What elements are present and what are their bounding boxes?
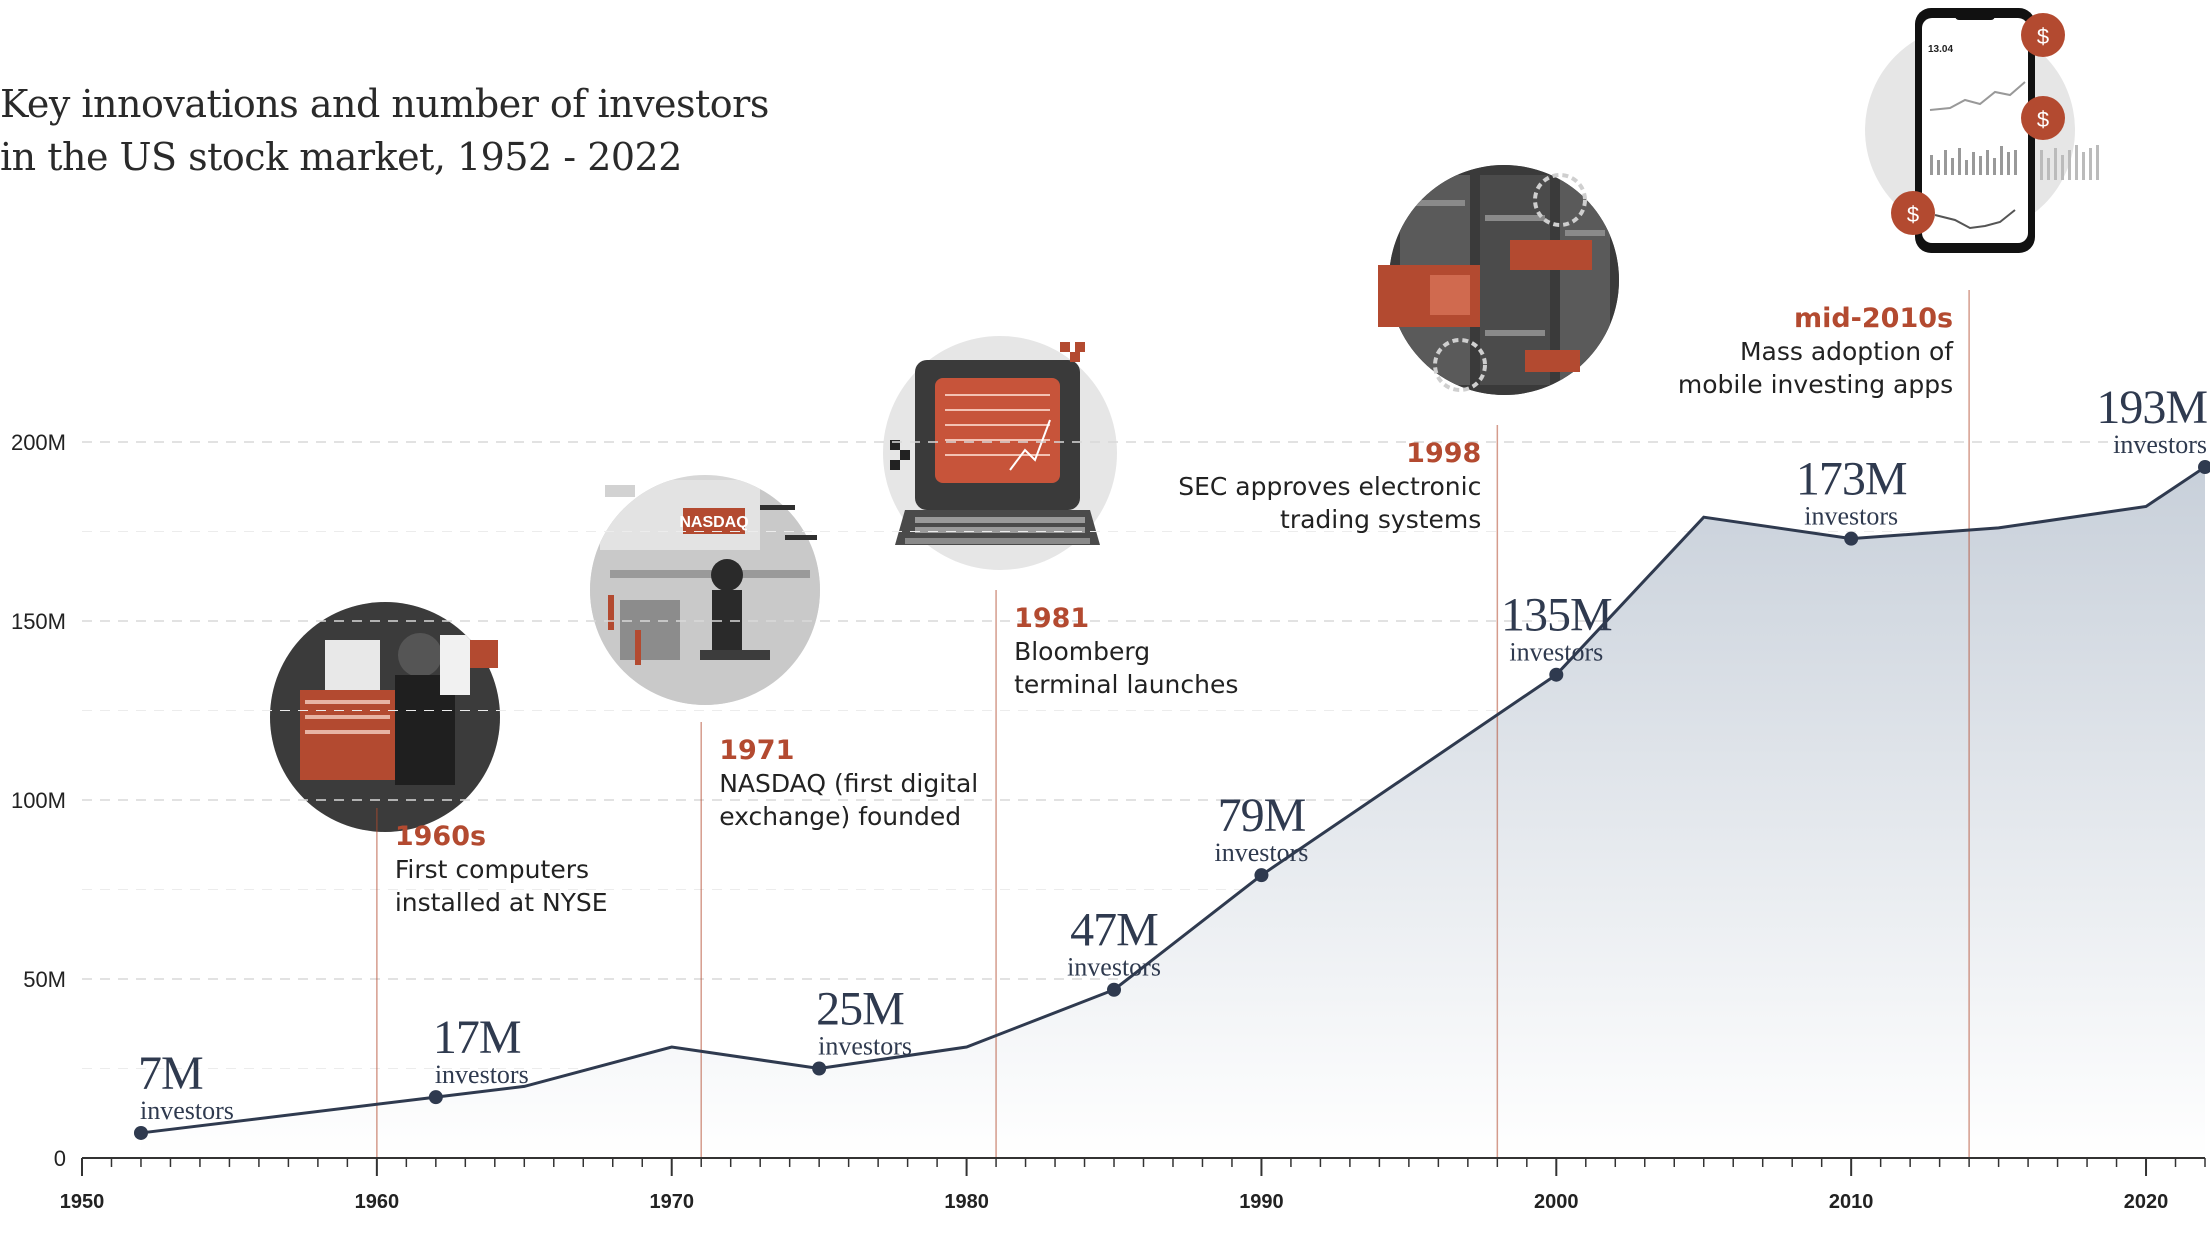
y-tick-label: 0	[54, 1146, 66, 1171]
event-year: 1998	[1406, 438, 1481, 469]
data-point	[1844, 531, 1859, 546]
phone-price-text: 13.04	[1928, 44, 1953, 55]
data-point	[1107, 982, 1122, 997]
illustration-mobile-app: 13.04 $ $ $	[1865, 8, 2099, 253]
x-tick-label: 1950	[60, 1191, 105, 1213]
illustration-server-racks	[1378, 165, 1619, 395]
event-description: installed at NYSE	[395, 888, 608, 917]
point-value-label: 7M	[138, 1047, 203, 1100]
point-sub-label: investors	[1214, 838, 1308, 867]
y-tick-label: 200M	[11, 430, 66, 455]
event-lines	[376, 290, 1970, 1158]
data-point	[1254, 868, 1269, 883]
illustration-bloomberg-terminal	[883, 336, 1117, 570]
data-point	[2198, 460, 2210, 475]
coin-symbol-2: $	[2037, 107, 2049, 132]
point-sub-label: investors	[1067, 953, 1161, 982]
point-value-label: 17M	[433, 1011, 521, 1064]
data-points	[133, 460, 2210, 1140]
chart-title-line-2: in the US stock market, 1952 - 2022	[0, 135, 682, 179]
y-axis-ticks: 0 50M 100M 150M 200M	[11, 430, 66, 1171]
x-tick-label: 1980	[944, 1191, 989, 1213]
x-tick-label: 2020	[2124, 1191, 2169, 1213]
coin-symbol-3: $	[1907, 202, 1919, 227]
area-path	[140, 467, 2206, 1158]
data-point	[812, 1061, 827, 1076]
point-value-label: 25M	[816, 983, 904, 1036]
point-value-label: 47M	[1070, 904, 1158, 957]
series-path	[140, 465, 2206, 1135]
event-description: Bloomberg	[1014, 637, 1150, 666]
point-sub-label: investors	[1804, 502, 1898, 531]
event-description: Mass adoption of	[1740, 337, 1954, 366]
data-point	[428, 1090, 443, 1105]
point-labels: 7Minvestors17Minvestors25Minvestors47Min…	[138, 381, 2208, 1125]
point-value-label: 193M	[2096, 381, 2207, 434]
data-point	[1549, 667, 1564, 682]
y-tick-label: 50M	[23, 967, 66, 992]
chart-title-line-1: Key innovations and number of investors	[0, 82, 769, 126]
x-tick-label: 1970	[649, 1191, 694, 1213]
x-axis: 1950 1960 1970 1980 1990 2000 2010 2020	[60, 1157, 2206, 1213]
point-sub-label: investors	[435, 1060, 529, 1089]
y-tick-label: 150M	[11, 609, 66, 634]
area-fill	[140, 467, 2206, 1158]
event-year: 1971	[719, 735, 794, 766]
event-description: trading systems	[1280, 505, 1481, 534]
event-year: mid-2010s	[1794, 303, 1953, 334]
point-sub-label: investors	[818, 1032, 912, 1061]
event-year: 1981	[1014, 603, 1089, 634]
x-tick-label: 1960	[355, 1191, 400, 1213]
point-value-label: 79M	[1218, 789, 1306, 842]
point-sub-label: investors	[140, 1096, 234, 1125]
point-value-label: 135M	[1501, 589, 1612, 642]
nasdaq-sign-text: NASDAQ	[679, 514, 748, 531]
event-annotations: 1960s First computers installed at NYSE 197…	[395, 303, 1954, 917]
event-year: 1960s	[395, 821, 486, 852]
event-description: First computers	[395, 855, 589, 884]
chart-title: Key innovations and number of investors …	[0, 78, 900, 184]
illustration-1960s-computers	[270, 602, 500, 832]
event-description: SEC approves electronic	[1178, 472, 1481, 501]
x-tick-label: 2000	[1534, 1191, 1579, 1213]
point-value-label: 173M	[1796, 453, 1907, 506]
y-tick-label: 100M	[11, 788, 66, 813]
data-point	[133, 1125, 148, 1140]
series-line	[140, 465, 2206, 1135]
point-sub-label: investors	[1509, 638, 1603, 667]
x-tick-label: 1990	[1239, 1191, 1284, 1213]
coin-symbol-1: $	[2037, 24, 2049, 49]
x-tick-label: 2010	[1829, 1191, 1874, 1213]
event-description: mobile investing apps	[1678, 370, 1953, 399]
event-description: exchange) founded	[719, 802, 961, 831]
point-sub-label: investors	[2113, 430, 2207, 459]
event-description: terminal launches	[1014, 670, 1238, 699]
illustration-nasdaq-office: NASDAQ	[590, 475, 820, 705]
event-description: NASDAQ (first digital	[719, 769, 978, 798]
